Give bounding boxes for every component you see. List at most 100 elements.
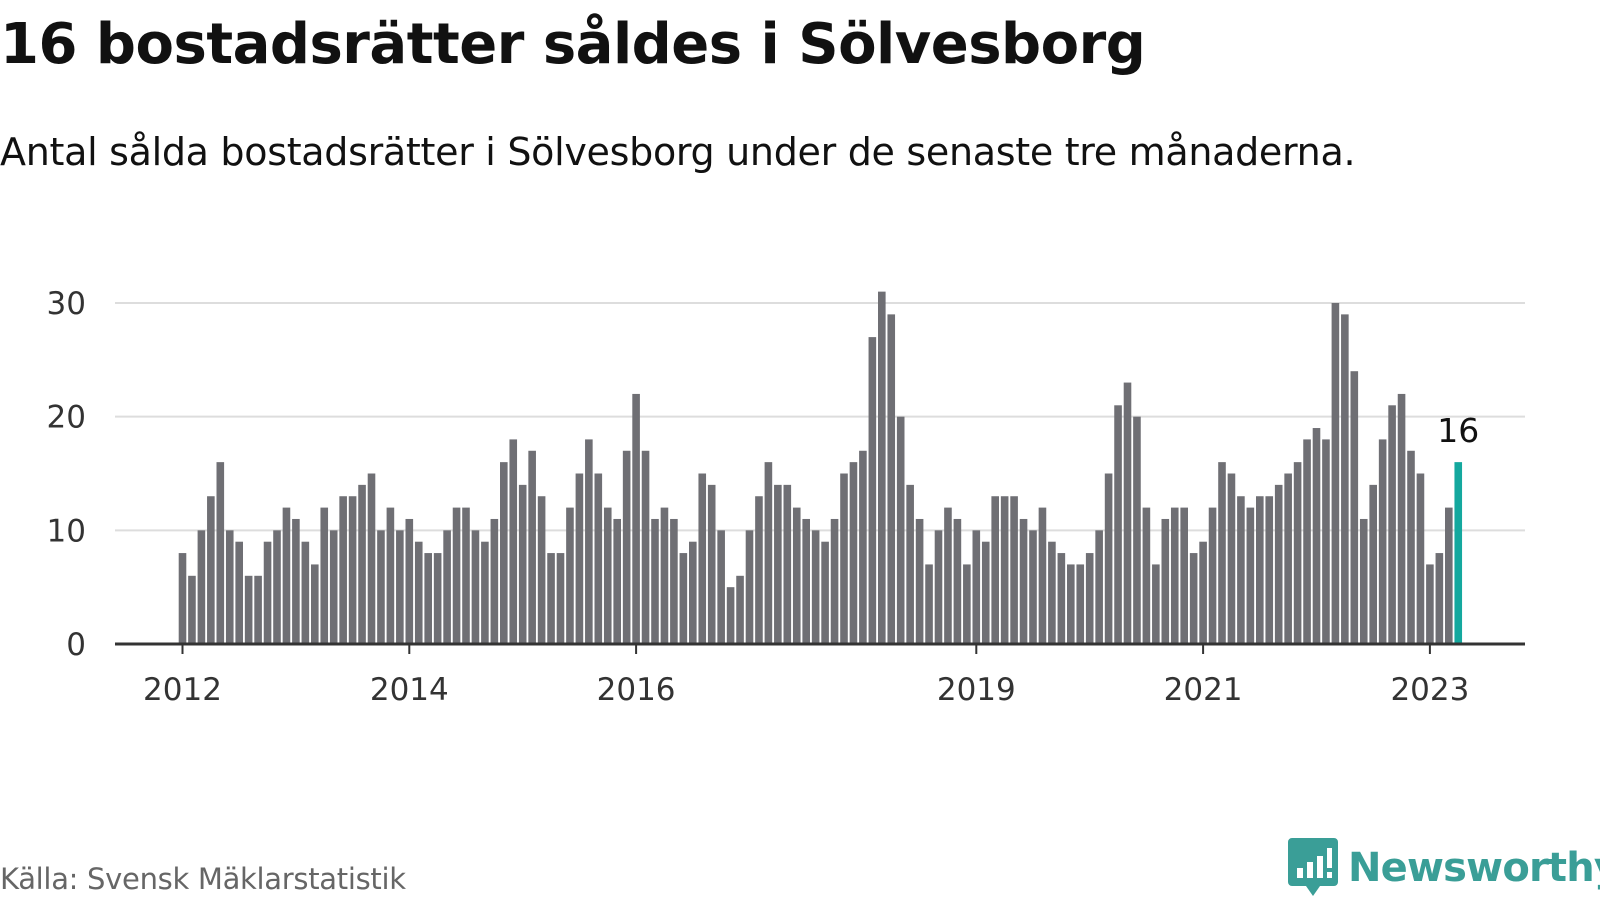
bar: [981, 541, 990, 644]
y-axis-labels: 0 10 20 30: [47, 286, 86, 663]
bar: [944, 507, 952, 644]
bar: [1331, 303, 1340, 644]
bar: [292, 518, 300, 644]
y-tick-label: 0: [66, 627, 86, 663]
bar: [1180, 507, 1188, 644]
bar: [1152, 564, 1160, 644]
bar: [783, 484, 792, 644]
x-tick-label: 2014: [370, 672, 449, 708]
bar: [1095, 530, 1103, 644]
bar: [1057, 553, 1066, 644]
bar: [405, 518, 414, 644]
bar: [613, 518, 621, 644]
bar: [301, 541, 310, 644]
bar: [1161, 518, 1170, 644]
bar: [972, 530, 981, 644]
bar: [1265, 496, 1274, 644]
bar: [1445, 507, 1453, 644]
bar: [207, 496, 215, 644]
bar: [736, 575, 744, 644]
y-tick-label: 20: [47, 400, 86, 436]
brand-name: Newsworthy: [1348, 845, 1600, 891]
bar: [774, 484, 782, 644]
bar-chart: 0 10 20 30 2012 2014 2016 2019 2021 2023 16: [47, 286, 1525, 708]
bar: [1208, 507, 1217, 644]
bar: [1388, 405, 1396, 644]
bar: [670, 518, 678, 644]
bar: [1085, 553, 1094, 644]
x-tick-label: 2023: [1390, 672, 1469, 708]
bar: [367, 473, 376, 644]
chart-title: 16 bostadsrätter såldes i Sölvesborg: [0, 12, 1146, 77]
bar: [1010, 496, 1018, 644]
bar: [603, 507, 612, 644]
bar: [963, 564, 971, 644]
bar: [1341, 314, 1349, 644]
bar: [197, 530, 206, 644]
bar: [273, 530, 281, 644]
bar: [471, 530, 480, 644]
bar: [339, 496, 347, 644]
last-value-annotation: 16: [1437, 411, 1479, 450]
bar: [311, 564, 319, 644]
bars: [178, 291, 1463, 644]
bar: [745, 530, 754, 644]
bar: [254, 575, 262, 644]
bar: [396, 530, 404, 644]
bar: [934, 530, 943, 644]
bar: [1170, 507, 1179, 644]
bar: [1237, 496, 1245, 644]
bar: [1369, 484, 1377, 644]
bar: [1029, 530, 1037, 644]
y-tick-label: 10: [47, 513, 86, 549]
bar: [1199, 541, 1207, 644]
bar: [1416, 473, 1425, 644]
bar: [585, 439, 593, 644]
y-tick-label: 30: [47, 286, 86, 322]
bar: [1322, 439, 1330, 644]
bar: [1114, 405, 1122, 644]
bar: [1397, 393, 1406, 644]
bar: [632, 393, 640, 644]
bar: [1359, 518, 1368, 644]
bar: [178, 553, 187, 644]
bar: [1038, 507, 1047, 644]
bar: [1426, 564, 1434, 644]
bar: [1378, 439, 1387, 644]
bar: [698, 473, 707, 644]
source-note: Källa: Svensk Mäklarstatistik: [0, 862, 406, 896]
bar: [481, 541, 489, 644]
bar: [329, 530, 338, 644]
bar-highlighted: [1454, 462, 1463, 644]
bar: [878, 291, 886, 644]
bar: [915, 518, 924, 644]
bar: [1076, 564, 1085, 644]
bar: [547, 553, 555, 644]
bar: [1303, 439, 1311, 644]
bar: [840, 473, 848, 644]
bar: [1048, 541, 1056, 644]
bar: [1067, 564, 1075, 644]
bar: [660, 507, 669, 644]
bar: [556, 553, 565, 644]
bar: [235, 541, 243, 644]
bar: [528, 450, 536, 644]
bar: [452, 507, 461, 644]
x-axis-ticks: 2012 2014 2016 2019 2021 2023: [143, 644, 1469, 708]
bar: [811, 530, 820, 644]
bar: [1274, 484, 1283, 644]
bar: [1142, 507, 1151, 644]
bar: [991, 496, 999, 644]
bar: [792, 507, 801, 644]
bar: [1407, 450, 1415, 644]
bar: [868, 337, 877, 644]
bar: [575, 473, 584, 644]
bar: [320, 507, 329, 644]
x-tick-label: 2016: [597, 672, 676, 708]
bar: [764, 462, 773, 644]
bar: [953, 518, 962, 644]
bar: [1350, 371, 1359, 644]
bar: [802, 518, 810, 644]
bar: [859, 450, 867, 644]
bar: [906, 484, 914, 644]
